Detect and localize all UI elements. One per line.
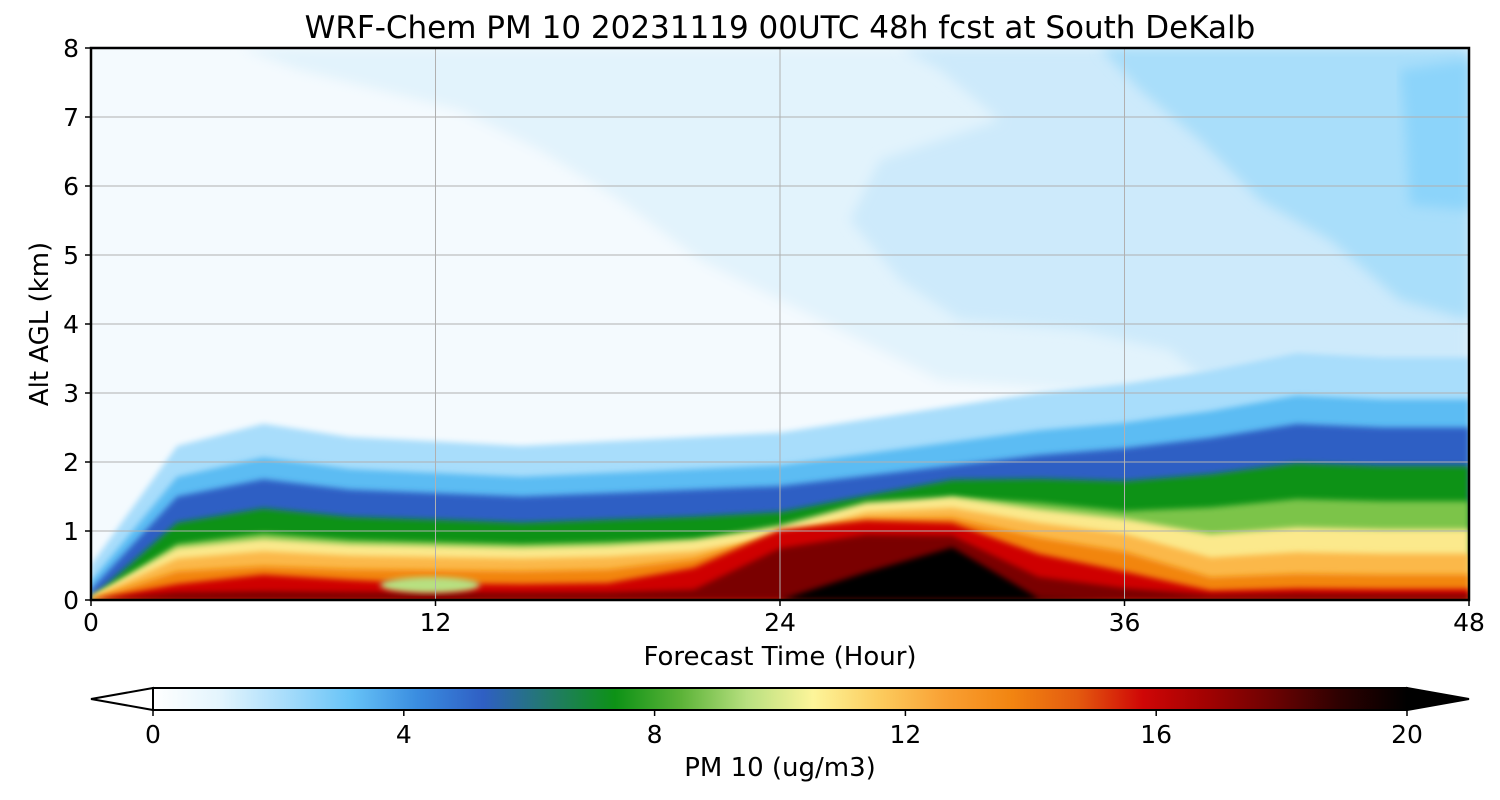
colorbar-tick-label: 12 xyxy=(889,720,921,749)
colorbar-tick-label: 16 xyxy=(1140,720,1172,749)
colorbar-tick-label: 8 xyxy=(647,720,663,749)
colorbar: 0 4 8 12 16 20 PM 10 (ug/m3) xyxy=(90,686,1470,783)
upper-blue-layer-3 xyxy=(1100,48,1469,320)
low-pocket-green xyxy=(380,577,480,593)
colorbar-frame xyxy=(152,687,1408,711)
upper-blue-core xyxy=(1400,60,1469,210)
x-tick-label: 12 xyxy=(420,608,452,637)
colorbar-label: PM 10 (ug/m3) xyxy=(684,753,876,783)
colorbar-max-extend xyxy=(1406,686,1470,712)
x-tick-label: 0 xyxy=(83,608,99,637)
colorbar-tick-label: 20 xyxy=(1391,720,1423,749)
y-tick-label: 1 xyxy=(63,517,79,546)
y-tick-label: 5 xyxy=(63,241,79,270)
chart-title: WRF-Chem PM 10 20231119 00UTC 48h fcst a… xyxy=(305,10,1256,46)
y-tick-label: 0 xyxy=(63,586,79,615)
colorbar-min-extend xyxy=(90,686,154,712)
y-tick-label: 6 xyxy=(63,172,79,201)
x-tick-label: 48 xyxy=(1453,608,1485,637)
y-tick-label: 2 xyxy=(63,448,79,477)
x-tick-label: 24 xyxy=(764,608,796,637)
y-axis-ticks: 0 1 2 3 4 5 6 7 8 xyxy=(63,34,91,615)
y-tick-label: 3 xyxy=(63,379,79,408)
x-axis-label: Forecast Time (Hour) xyxy=(643,642,916,672)
colorbar-ticks: 0 4 8 12 16 20 xyxy=(145,710,1423,749)
colorbar-body xyxy=(153,688,1407,710)
y-tick-label: 7 xyxy=(63,103,79,132)
y-tick-label: 8 xyxy=(63,34,79,63)
x-tick-label: 36 xyxy=(1109,608,1141,637)
colorbar-tick-label: 4 xyxy=(396,720,412,749)
y-axis-label: Alt AGL (km) xyxy=(25,242,55,406)
x-axis-ticks: 0 12 24 36 48 xyxy=(83,600,1485,637)
y-tick-label: 4 xyxy=(63,310,79,339)
colorbar-tick-label: 0 xyxy=(145,720,161,749)
